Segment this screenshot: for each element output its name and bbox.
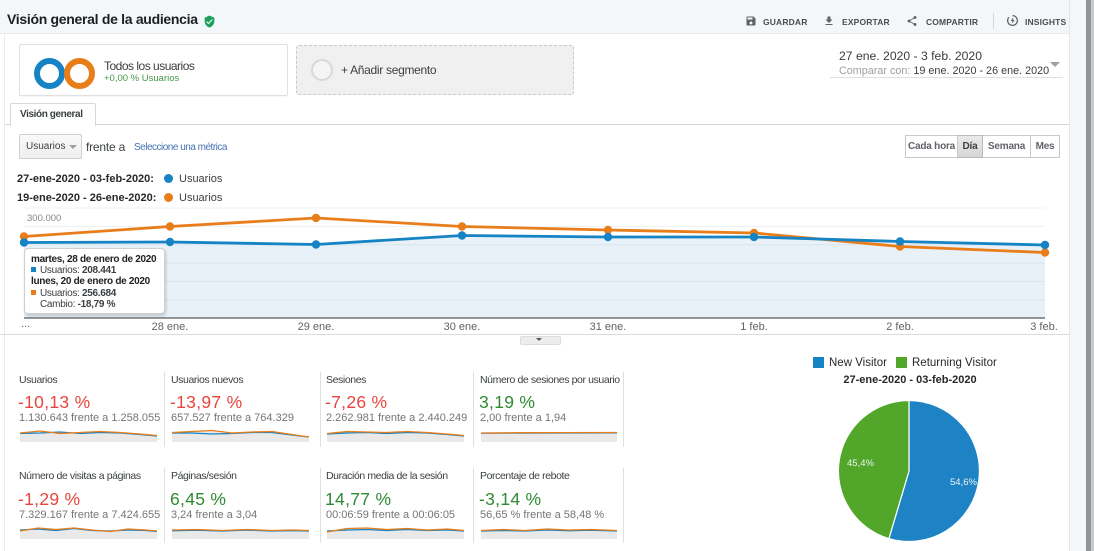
svg-text:54,6%: 54,6%: [950, 477, 977, 488]
svg-text:45,4%: 45,4%: [847, 458, 874, 469]
